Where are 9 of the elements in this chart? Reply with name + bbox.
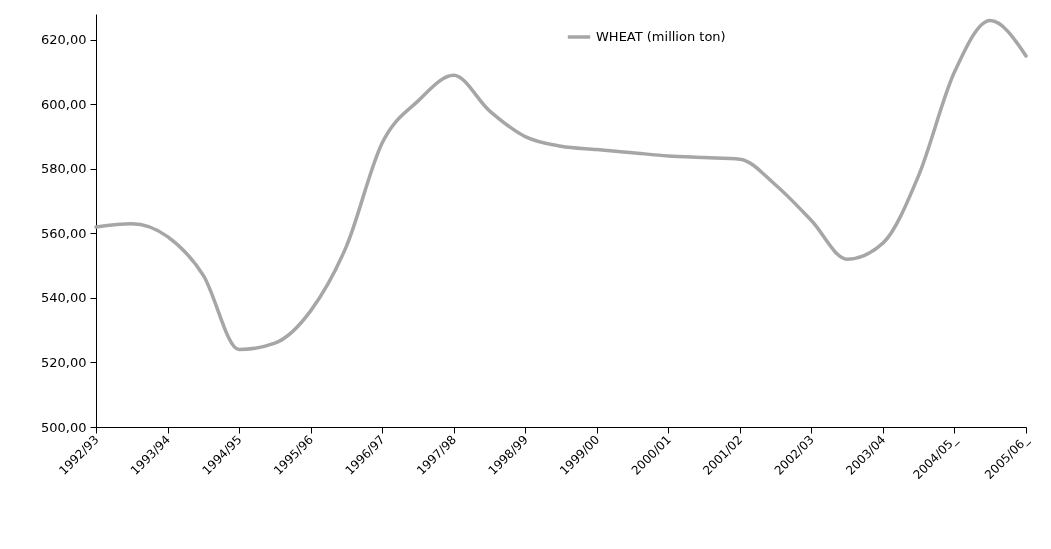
legend-label: WHEAT (million ton) <box>596 29 726 44</box>
y-tick-label: 620,00 <box>41 32 87 48</box>
y-tick-label: 600,00 <box>41 96 87 112</box>
y-tick-label: 500,00 <box>41 419 87 435</box>
y-tick-label: 520,00 <box>41 354 87 370</box>
y-tick-label: 580,00 <box>41 161 87 177</box>
line-series <box>94 18 1028 352</box>
y-tick-label: 560,00 <box>41 225 87 241</box>
y-tick-label: 540,00 <box>41 290 87 306</box>
